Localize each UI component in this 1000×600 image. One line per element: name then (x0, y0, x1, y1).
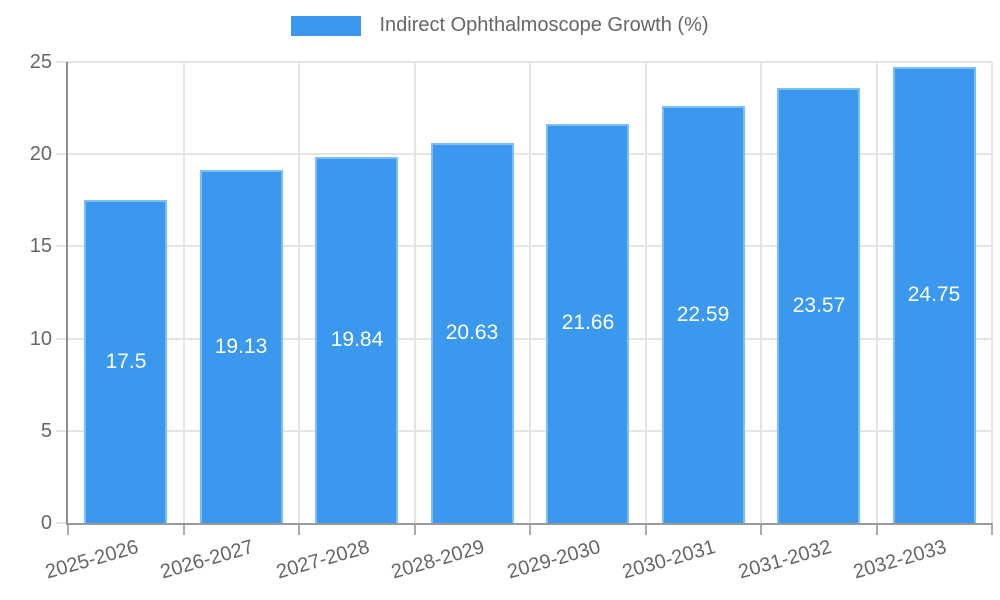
x-gridline (183, 62, 185, 523)
x-axis-tick (645, 523, 647, 535)
x-gridline (298, 62, 300, 523)
bar-value-label: 20.63 (445, 321, 499, 344)
bar[interactable] (662, 106, 745, 523)
bar[interactable] (84, 200, 167, 523)
x-tick-label: 2026-2027 (158, 535, 257, 584)
x-gridline (645, 62, 647, 523)
y-tick-label: 10 (29, 328, 52, 350)
y-axis-tick (56, 430, 68, 432)
x-axis-tick (67, 523, 69, 535)
x-axis-tick (876, 523, 878, 535)
y-tick-label: 20 (29, 143, 52, 165)
y-axis-tick (56, 153, 68, 155)
x-gridline (876, 62, 878, 523)
y-axis-tick (56, 338, 68, 340)
x-axis-tick (760, 523, 762, 535)
x-axis-tick (529, 523, 531, 535)
x-tick-label: 2028-2029 (389, 535, 488, 584)
bar-value-label: 19.13 (214, 335, 268, 358)
y-axis-tick (56, 61, 68, 63)
bar-value-label: 21.66 (561, 311, 615, 334)
legend-label: Indirect Ophthalmoscope Growth (%) (379, 14, 709, 36)
y-axis-tick (56, 245, 68, 247)
x-gridline (760, 62, 762, 523)
x-axis-line (66, 523, 992, 525)
y-tick-label: 25 (29, 51, 52, 73)
bar[interactable] (777, 88, 860, 523)
bar-value-label: 19.84 (330, 328, 384, 351)
legend-swatch-icon (291, 15, 362, 36)
bar[interactable] (546, 124, 629, 523)
y-tick-label: 5 (40, 420, 52, 442)
bar[interactable] (315, 157, 398, 523)
y-tick-label: 15 (29, 235, 52, 257)
x-axis-tick (991, 523, 993, 535)
x-tick-label: 2027-2028 (274, 535, 373, 584)
bar-value-label: 22.59 (676, 303, 730, 326)
bar[interactable] (893, 67, 976, 523)
legend[interactable]: Indirect Ophthalmoscope Growth (%) (0, 14, 1000, 37)
x-tick-label: 2030-2031 (620, 535, 719, 584)
bar-value-label: 24.75 (907, 283, 961, 306)
y-axis-tick (56, 522, 68, 524)
y-tick-label: 0 (40, 512, 52, 534)
x-tick-label: 2032-2033 (851, 535, 950, 584)
bar[interactable] (431, 143, 514, 523)
x-tick-label: 2029-2030 (505, 535, 604, 584)
y-axis-line (66, 62, 68, 525)
x-axis-tick (183, 523, 185, 535)
x-gridline (529, 62, 531, 523)
x-gridline (991, 62, 993, 523)
x-axis-tick (298, 523, 300, 535)
x-tick-label: 2025-2026 (43, 535, 142, 584)
bar[interactable] (200, 170, 283, 523)
x-axis-tick (414, 523, 416, 535)
x-gridline (414, 62, 416, 523)
bar-value-label: 17.5 (105, 350, 147, 373)
x-tick-label: 2031-2032 (736, 535, 835, 584)
bar-value-label: 23.57 (792, 294, 846, 317)
